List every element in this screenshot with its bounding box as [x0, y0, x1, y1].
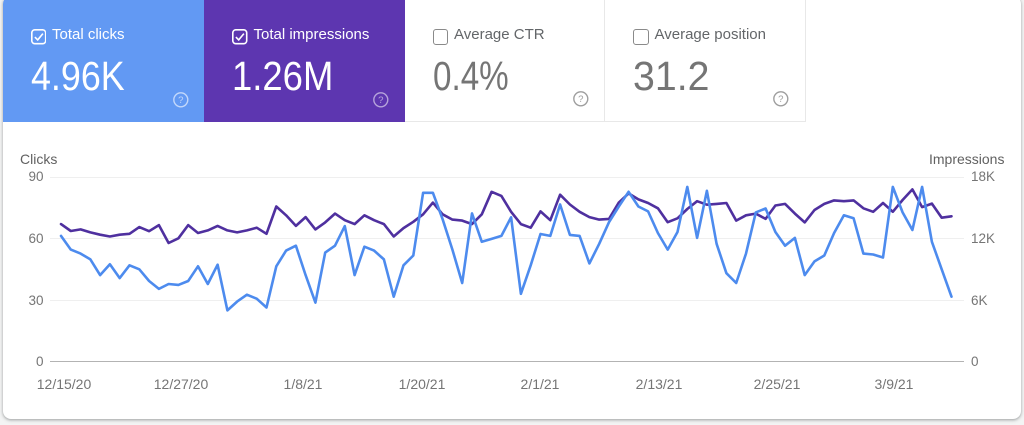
svg-text:?: ? [779, 94, 784, 105]
svg-text:?: ? [178, 95, 183, 106]
svg-text:?: ? [379, 95, 384, 106]
svg-text:?: ? [578, 94, 583, 105]
